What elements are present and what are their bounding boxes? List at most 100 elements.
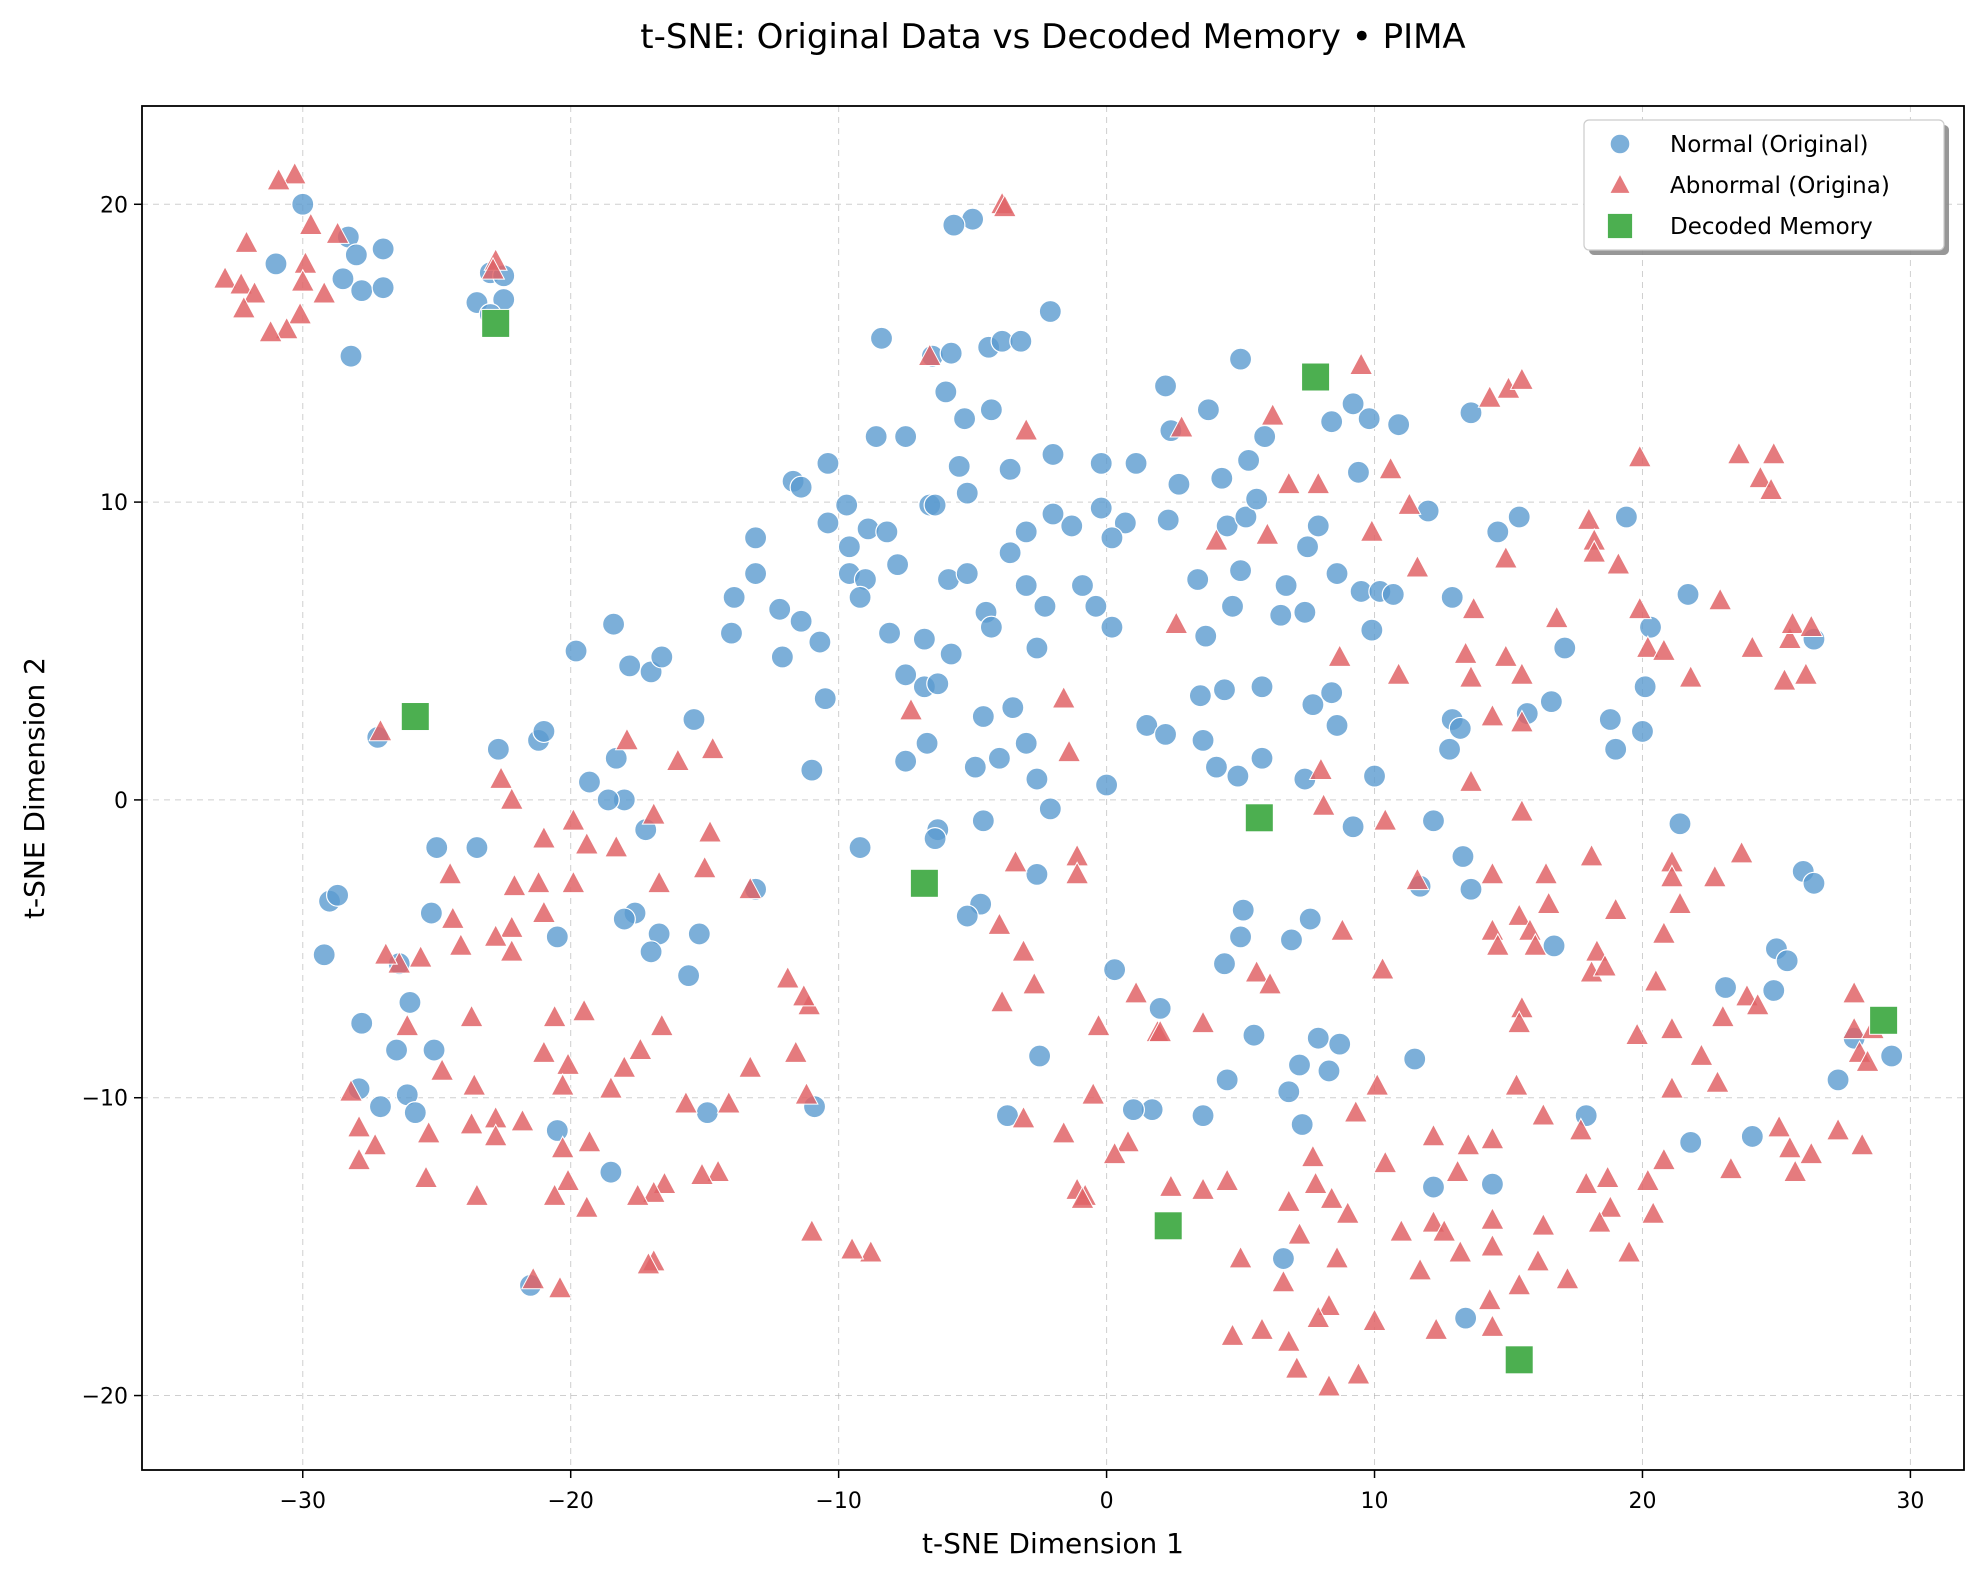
data-points	[212, 161, 1904, 1397]
abnormal-point	[1260, 402, 1285, 426]
abnormal-point	[1544, 605, 1569, 629]
abnormal-point	[1480, 1313, 1505, 1337]
abnormal-point	[1576, 506, 1602, 530]
abnormal-point	[1659, 1016, 1685, 1040]
normal-point	[1153, 374, 1178, 398]
normal-point	[816, 511, 840, 535]
abnormal-point	[1531, 1212, 1556, 1236]
abnormal-point	[1616, 1239, 1642, 1263]
abnormal-point	[1579, 843, 1604, 867]
abnormal-point	[791, 983, 817, 1007]
abnormal-point	[1445, 1159, 1470, 1183]
normal-point	[1507, 505, 1531, 529]
abnormal-point	[799, 1218, 825, 1242]
abnormal-point	[1531, 1102, 1556, 1126]
abnormal-point	[612, 1054, 637, 1078]
normal-point	[1212, 952, 1237, 976]
normal-point	[864, 424, 888, 449]
normal-point	[789, 475, 813, 499]
normal-point	[1325, 561, 1349, 586]
abnormal-point	[1568, 1117, 1594, 1141]
legend-label: Abnormal (Origina)	[1670, 173, 1890, 199]
normal-point	[1103, 958, 1127, 982]
abnormal-point	[1190, 1010, 1216, 1034]
abnormal-point	[1624, 1022, 1650, 1046]
abnormal-point	[1064, 861, 1090, 885]
abnormal-point	[1627, 596, 1653, 620]
normal-point	[1269, 603, 1293, 627]
abnormal-point	[1707, 587, 1733, 611]
normal-point	[1306, 514, 1330, 538]
abnormal-point	[1249, 1316, 1275, 1340]
normal-point	[1421, 1175, 1446, 1199]
abnormal-point	[274, 316, 299, 340]
normal-point	[1094, 773, 1119, 797]
normal-point	[1638, 615, 1663, 639]
abnormal-point	[459, 1004, 484, 1028]
abnormal-point	[1627, 444, 1653, 468]
y-tick-label: −10	[82, 1087, 128, 1112]
abnormal-point	[1595, 1165, 1620, 1188]
normal-point	[743, 561, 768, 586]
abnormal-point	[1509, 798, 1535, 822]
normal-point	[682, 707, 706, 732]
normal-point	[1421, 809, 1446, 833]
normal-point	[800, 758, 824, 782]
normal-point	[577, 770, 602, 794]
abnormal-point	[1506, 1010, 1532, 1034]
normal-point	[331, 267, 355, 291]
abnormal-point	[499, 786, 524, 810]
abnormal-point	[1423, 1316, 1449, 1340]
abnormal-point	[775, 965, 800, 989]
normal-point	[1328, 1032, 1352, 1056]
normal-point	[1253, 424, 1277, 449]
normal-point	[1459, 877, 1483, 901]
normal-point	[1295, 535, 1320, 559]
abnormal-point	[1448, 1239, 1473, 1263]
normal-point	[486, 737, 510, 761]
normal-point	[1437, 737, 1462, 761]
normal-point	[1228, 347, 1253, 371]
normal-point	[934, 380, 958, 404]
legend-label: Normal (Original)	[1670, 132, 1868, 158]
abnormal-point	[1573, 1171, 1599, 1194]
abnormal-point	[1051, 1120, 1076, 1144]
abnormal-point	[362, 1132, 388, 1156]
abnormal-point	[1389, 1218, 1414, 1242]
abnormal-point	[839, 1236, 865, 1260]
normal-point	[1188, 684, 1212, 708]
abnormal-point	[416, 1120, 441, 1144]
abnormal-point	[689, 1162, 715, 1186]
normal-point	[955, 904, 979, 928]
normal-point	[722, 585, 746, 609]
abnormal-point	[1793, 661, 1819, 685]
abnormal-point	[287, 301, 313, 325]
abnormal-point	[1758, 477, 1784, 501]
abnormal-point	[346, 1114, 372, 1138]
normal-point	[1630, 719, 1655, 744]
normal-point	[1381, 582, 1405, 607]
normal-point	[1341, 392, 1365, 416]
decoded-memory-point	[400, 702, 430, 732]
normal-point	[816, 451, 840, 475]
normal-point	[601, 612, 626, 636]
normal-point	[1186, 567, 1210, 592]
abnormal-point	[555, 1051, 581, 1075]
normal-point	[1290, 1112, 1314, 1137]
abnormal-point	[641, 801, 667, 825]
normal-point	[923, 493, 947, 517]
normal-point	[695, 1101, 719, 1125]
abnormal-point	[1362, 1308, 1387, 1331]
abnormal-point	[510, 1108, 535, 1132]
abnormal-point	[1525, 1248, 1551, 1272]
legend-square-icon	[1606, 212, 1634, 240]
abnormal-point	[1348, 352, 1374, 375]
normal-point	[1451, 844, 1475, 869]
abnormal-point	[987, 911, 1012, 935]
normal-point	[869, 326, 894, 350]
x-axis-label: t-SNE Dimension 1	[922, 1527, 1184, 1560]
abnormal-point	[448, 932, 474, 956]
abnormal-point	[1587, 1209, 1612, 1233]
abnormal-point	[1303, 1171, 1328, 1194]
abnormal-point	[1228, 1245, 1253, 1269]
